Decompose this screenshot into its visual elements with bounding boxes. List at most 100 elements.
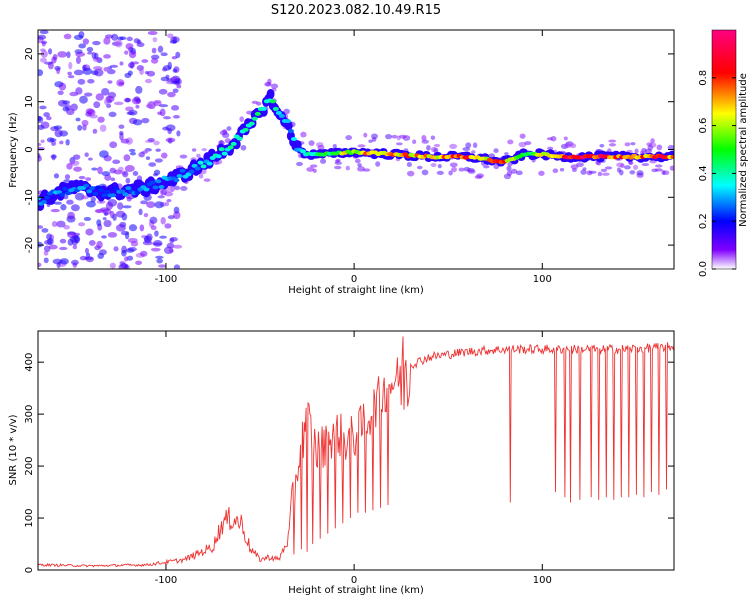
spectrogram-noise-point [59, 238, 67, 244]
spectrogram-noise-point [483, 164, 490, 169]
snr-chart: -100 0 100 0 100 200 300 400 Height of straight… [8, 330, 675, 596]
spectrogram-noise-point [126, 196, 132, 202]
spectrogram-track-point [110, 193, 117, 198]
spectrogram-noise-point [66, 51, 71, 59]
spectrogram-noise-point [130, 240, 139, 247]
spectrogram-track-point [83, 183, 90, 188]
spectrogram-noise-point [103, 37, 111, 45]
spectrogram-noise-point [368, 139, 373, 143]
spectrogram-noise-point [160, 52, 168, 57]
spectrogram-noise-point [171, 80, 181, 85]
spectrogram-noise-point [201, 148, 207, 152]
spectrogram-track-point [44, 195, 51, 200]
spectrogram-noise-point [472, 142, 478, 148]
spectrogram-noise-point [170, 185, 175, 192]
spectrogram-track-point [260, 106, 267, 111]
spectrogram-noise-point [104, 98, 109, 106]
spectrogram-noise-point [107, 80, 113, 84]
spectrogram-track-point [179, 168, 186, 173]
spectrogram-noise-point [156, 258, 163, 264]
spectrogram-noise-point [169, 40, 177, 44]
spectrogram-noise-point [580, 169, 587, 175]
spectrogram-noise-point [99, 150, 109, 158]
spectrogram-noise-point [64, 174, 71, 180]
spectrogram-noise-point [109, 210, 115, 219]
spectrogram-noise-point [157, 45, 164, 53]
spectrogram-noise-point [51, 56, 57, 64]
colorbar-label: Normalized spectral amplitude [738, 73, 749, 227]
spectrogram-noise-point [38, 34, 47, 40]
spectrogram-scatter [38, 30, 674, 269]
spectrogram-noise-point [66, 199, 74, 205]
spectrogram-noise-point [38, 69, 44, 77]
spectrogram-noise-point [270, 83, 279, 89]
spectrogram-noise-point [123, 154, 131, 162]
spectrogram-noise-point [82, 64, 87, 71]
spectrogram-track-point [86, 189, 93, 194]
spectrogram-noise-point [78, 175, 86, 180]
spectrogram-xtick-label: -100 [155, 274, 178, 285]
spectrogram-noise-point [63, 225, 70, 230]
spectrogram-noise-point [634, 148, 639, 154]
spectrogram-noise-point [600, 168, 608, 173]
spectrogram-noise-point [264, 82, 272, 87]
spectrogram-noise-point [59, 258, 69, 265]
spectrogram-noise-point [166, 199, 172, 203]
spectrogram-noise-point [124, 264, 130, 269]
spectrogram-noise-point [73, 166, 83, 172]
snr-xtick-label: 0 [351, 575, 357, 586]
spectrogram-track-point [113, 186, 120, 191]
spectrogram-noise-point [226, 126, 232, 131]
spectrogram-noise-point [619, 169, 624, 176]
spectrogram-noise-point [385, 134, 393, 140]
spectrogram-noise-point [46, 116, 52, 121]
spectrogram-noise-point [144, 78, 152, 84]
spectrogram-track-point [251, 116, 258, 121]
spectrogram-noise-point [78, 31, 85, 39]
spectrogram-noise-point [406, 162, 412, 168]
spectrogram-noise-point [159, 108, 166, 117]
spectrogram-noise-point [51, 220, 58, 227]
spectrogram-noise-point [173, 244, 183, 249]
spectrogram-track-point [62, 186, 69, 191]
spectrogram-noise-point [375, 161, 381, 167]
spectrogram-noise-point [72, 154, 81, 160]
colorbar-tick-label: 0.8 [698, 70, 709, 86]
spectrogram-noise-point [101, 235, 107, 239]
spectrogram-noise-point [39, 105, 47, 110]
spectrogram-noise-point [179, 154, 188, 159]
spectrogram-noise-point [118, 81, 125, 86]
spectrogram-noise-point [430, 146, 437, 153]
spectrogram-noise-point [115, 224, 126, 232]
spectrogram-noise-point [203, 178, 211, 182]
spectrogram-noise-point [448, 170, 453, 176]
spectrogram-noise-point [240, 144, 247, 151]
spectrogram-track-point [299, 149, 306, 154]
spectrogram-track-point [287, 128, 294, 133]
spectrogram-noise-point [391, 134, 398, 139]
spectrogram-track-point [65, 191, 72, 196]
spectrogram-noise-point [108, 111, 117, 118]
spectrogram-track-point [134, 190, 141, 195]
spectrogram-noise-point [601, 172, 610, 176]
spectrogram-noise-point [140, 200, 148, 205]
spectrogram-noise-point [128, 50, 137, 59]
snr-xlabel: Height of straight line (km) [288, 585, 424, 596]
spectrogram-track-point [200, 164, 207, 169]
spectrogram-noise-point [75, 56, 81, 65]
spectrogram-noise-point [77, 124, 83, 131]
spectrogram-ytick-label: -20 [24, 237, 35, 253]
spectrogram-noise-point [41, 40, 48, 45]
spectrogram-track-point [670, 154, 674, 159]
spectrogram-noise-point [149, 216, 158, 224]
spectrogram-noise-point [650, 138, 655, 144]
spectrogram-noise-point [38, 142, 42, 147]
spectrogram-noise-point [152, 239, 163, 247]
spectrogram-xtick-label: 0 [351, 274, 357, 285]
spectrogram-noise-point [332, 143, 337, 149]
spectrogram-noise-point [92, 128, 98, 134]
spectrogram-noise-point [53, 125, 63, 130]
colorbar-tick-label: 0.4 [698, 165, 709, 181]
